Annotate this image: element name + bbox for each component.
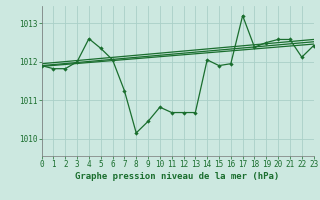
X-axis label: Graphe pression niveau de la mer (hPa): Graphe pression niveau de la mer (hPa) bbox=[76, 172, 280, 181]
